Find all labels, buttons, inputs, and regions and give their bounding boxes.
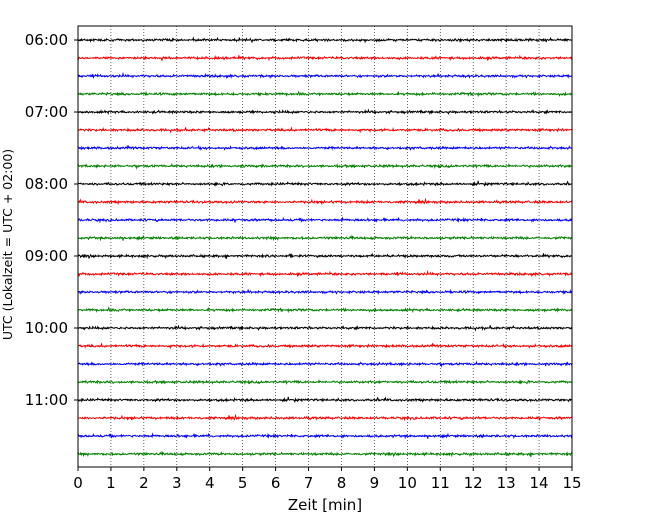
trace-1145: [77, 450, 573, 458]
x-tick-label: 8: [337, 474, 347, 492]
x-tick-label: 3: [172, 474, 182, 492]
x-tick-label: 10: [398, 474, 417, 492]
trace-1115: [77, 413, 573, 422]
x-tick-label: 0: [73, 474, 83, 492]
y-tick-label: 11:00: [25, 391, 68, 409]
x-tick-label: 13: [497, 474, 516, 492]
trace-1045: [77, 378, 573, 386]
x-tick-label: 7: [304, 474, 314, 492]
x-tick-label: 15: [562, 474, 581, 492]
x-tick-label: 5: [238, 474, 248, 492]
trace-1030: [77, 360, 573, 368]
trace-0700: [77, 108, 573, 116]
y-tick-label: 08:00: [25, 175, 68, 193]
plot-frame: [77, 25, 573, 468]
trace-0930: [77, 288, 573, 296]
x-axis: 0 1 2 3 4 5 6 7 8 9 10 11 12 13 14 15: [73, 467, 582, 492]
trace-0845: [77, 234, 573, 242]
trace-0615: [77, 54, 573, 62]
trace-0745: [77, 162, 573, 170]
trace-1000: [77, 324, 573, 332]
x-axis-label: Zeit [min]: [288, 496, 362, 514]
trace-0600: [77, 36, 573, 44]
trace-0815: [77, 197, 573, 205]
y-tick-label: 09:00: [25, 247, 68, 265]
vertical-grid: [110, 26, 540, 467]
trace-0945: [77, 306, 573, 314]
x-tick-label: 6: [271, 474, 281, 492]
y-axis: 06:00 07:00 08:00 09:00 10:00 11:00: [25, 31, 78, 409]
trace-0645: [77, 90, 573, 98]
trace-1100: [77, 396, 573, 404]
x-tick-label: 12: [464, 474, 483, 492]
trace-1130: [77, 432, 573, 440]
x-tick-label: 14: [530, 474, 549, 492]
trace-0915: [77, 269, 573, 278]
y-tick-label: 10:00: [25, 319, 68, 337]
y-tick-label: 06:00: [25, 31, 68, 49]
y-axis-label: UTC (Lokalzeit = UTC + 02:00): [0, 149, 15, 340]
trace-1015: [77, 342, 573, 350]
x-tick-label: 9: [370, 474, 380, 492]
x-tick-label: 1: [106, 474, 116, 492]
y-tick-label: 07:00: [25, 103, 68, 121]
trace-0800: [77, 180, 573, 188]
trace-0715: [77, 126, 573, 134]
trace-0630: [77, 71, 573, 80]
trace-0830: [77, 216, 573, 224]
trace-group: [77, 36, 573, 458]
x-tick-label: 2: [139, 474, 149, 492]
x-tick-label: 11: [431, 474, 450, 492]
x-tick-label: 4: [205, 474, 215, 492]
trace-0900: [77, 252, 573, 260]
trace-0730: [77, 144, 573, 151]
